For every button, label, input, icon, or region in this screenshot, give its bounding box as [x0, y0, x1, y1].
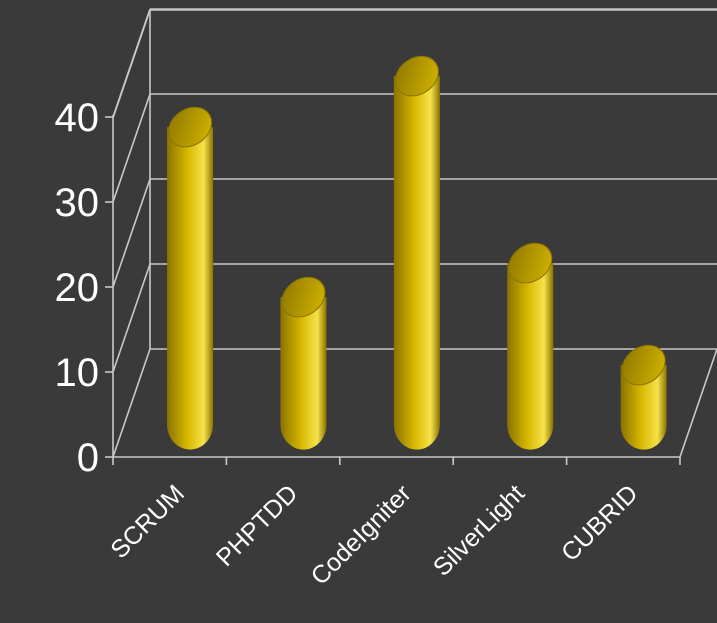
bar-codeigniter — [393, 55, 440, 450]
bar-cap — [508, 242, 553, 284]
gridline-side — [112, 263, 151, 373]
bar-cap — [281, 276, 326, 318]
y-tick-label: 10 — [55, 351, 100, 395]
y-tick-label: 20 — [55, 266, 100, 310]
x-tick-label: SCRUM — [105, 479, 190, 564]
y-tick-label: 30 — [55, 181, 100, 225]
bar-scrum — [167, 106, 214, 450]
bar-phptdd — [280, 276, 327, 450]
floor-right-edge — [679, 348, 717, 458]
gridline-side — [112, 348, 151, 458]
bar-body — [280, 297, 327, 450]
x-tick-labels: SCRUM PHPTDD CodeIgniter SilverLight CUBRID — [105, 479, 643, 590]
bar-body — [620, 365, 667, 450]
x-tick-label: PHPTDD — [211, 479, 303, 571]
gridline-side — [112, 93, 151, 203]
gridline-side — [112, 8, 151, 118]
x-tick-label: SilverLight — [428, 479, 530, 581]
bar-cubrid — [620, 344, 667, 450]
x-tick-label: CodeIgniter — [306, 479, 417, 590]
gridline-side — [112, 178, 151, 288]
bars — [167, 55, 667, 450]
bar-cap — [394, 55, 439, 97]
y-tick-labels: 0 10 20 30 40 — [55, 96, 100, 480]
axes — [105, 115, 681, 465]
bar-body — [507, 263, 554, 450]
y-tick-label: 40 — [55, 96, 100, 140]
bar-body — [393, 76, 440, 450]
bar-body — [167, 127, 214, 450]
y-tick-label: 0 — [77, 436, 99, 480]
bar-cap — [621, 344, 666, 386]
bar-cap — [168, 106, 213, 148]
bar-silverlight — [507, 242, 554, 450]
x-tick-label: CUBRID — [556, 479, 644, 567]
